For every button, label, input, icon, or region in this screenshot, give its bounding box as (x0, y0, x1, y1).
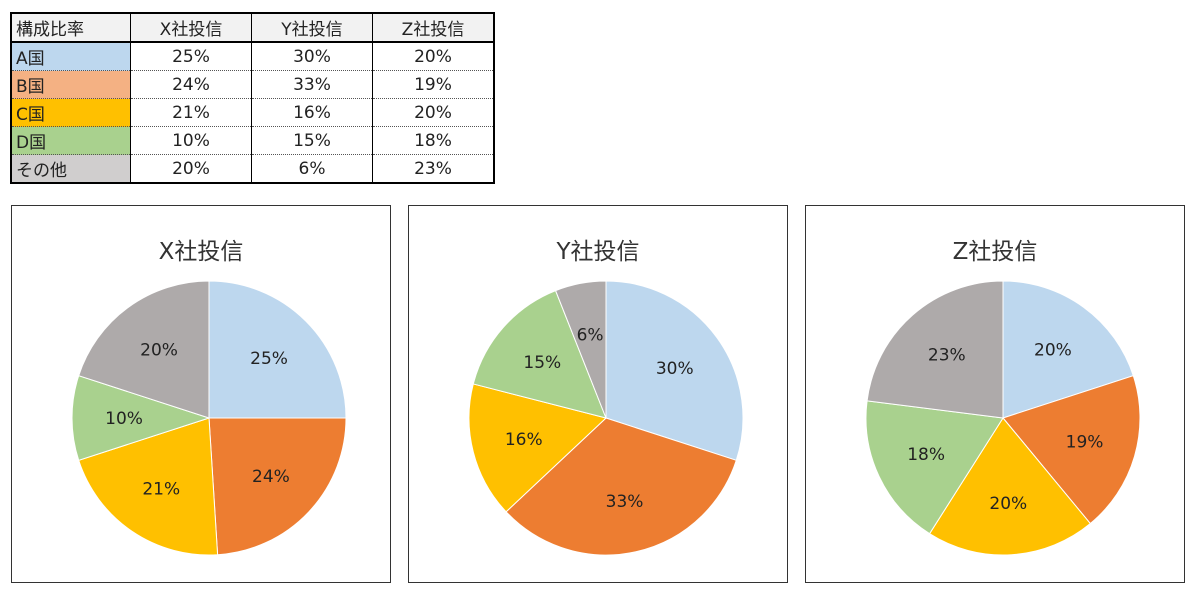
pie-svg-z: 20% 19% 20% 18% 23% (865, 280, 1141, 556)
pie-chart-y: Y社投信 30% 33% 16% 15% 6% (408, 205, 788, 583)
table-row: B国 24% 33% 19% (11, 70, 494, 99)
row-label-cell: B国 (11, 70, 131, 99)
table-cell: 20% (130, 154, 252, 183)
data-label: 10% (105, 409, 143, 429)
table-header-cell: 構成比率 (11, 13, 131, 43)
table-header-row: 構成比率 X社投信 Y社投信 Z社投信 (11, 13, 494, 43)
data-label: 6% (577, 326, 604, 346)
pie-chart-z: Z社投信 20% 19% 20% 18% 23% (805, 205, 1185, 583)
pie-slice (505, 417, 737, 556)
table-cell: 18% (372, 126, 494, 155)
data-label: 25% (250, 349, 288, 369)
composition-table: 構成比率 X社投信 Y社投信 Z社投信 A国 25% 30% 20% B国 24… (10, 12, 495, 184)
pie-slice (78, 280, 210, 419)
data-label: 20% (140, 340, 178, 360)
table-cell: 24% (130, 70, 252, 99)
row-label-cell: その他 (11, 154, 131, 183)
table-row: その他 20% 6% 23% (11, 154, 494, 183)
table-cell: 10% (130, 126, 252, 155)
data-label: 18% (907, 445, 945, 465)
pie-svg-y: 30% 33% 16% 15% 6% (468, 280, 744, 556)
table-cell: 30% (251, 42, 373, 71)
pie-slice (208, 417, 347, 556)
data-label: 33% (606, 492, 644, 512)
pie-slice (605, 280, 744, 461)
data-label: 21% (142, 479, 180, 499)
data-label: 23% (928, 345, 966, 365)
pie-slice (554, 280, 607, 419)
pie-slice (1002, 375, 1141, 525)
pie-slice (468, 383, 608, 513)
table-cell: 25% (130, 42, 252, 71)
pie-slice (71, 375, 211, 461)
table-cell: 20% (372, 42, 494, 71)
table-header-cell: Y社投信 (251, 13, 373, 43)
pie-slice (472, 289, 607, 419)
table-row: A国 25% 30% 20% (11, 42, 494, 71)
row-label-cell: D国 (11, 126, 131, 155)
data-label: 30% (656, 359, 694, 379)
data-label: 24% (252, 467, 290, 487)
pie-svg-x: 25% 24% 21% 10% 20% (71, 280, 347, 556)
pie-slice (928, 417, 1092, 556)
table-cell: 16% (251, 98, 373, 127)
row-label-cell: A国 (11, 42, 131, 71)
table-cell: 19% (372, 70, 494, 99)
table-header-cell: Z社投信 (372, 13, 494, 43)
table-cell: 15% (251, 126, 373, 155)
data-label: 16% (505, 430, 543, 450)
table-cell: 6% (251, 154, 373, 183)
pie-slice (208, 280, 347, 419)
table-header-cell: X社投信 (130, 13, 252, 43)
table-row: D国 10% 15% 18% (11, 126, 494, 155)
pie-chart-x: X社投信 25% 24% 21% 10% 20% (11, 205, 391, 583)
data-label: 19% (1066, 433, 1104, 453)
data-label: 15% (523, 353, 561, 373)
table-cell: 21% (130, 98, 252, 127)
table-cell: 20% (372, 98, 494, 127)
chart-title: X社投信 (158, 239, 244, 265)
row-label-cell: C国 (11, 98, 131, 127)
data-label: 20% (1034, 340, 1072, 360)
chart-title: Z社投信 (952, 239, 1038, 265)
table-cell: 23% (414, 158, 452, 179)
pie-slice (1002, 280, 1134, 419)
pie-slice (78, 417, 219, 556)
data-label: 20% (989, 494, 1027, 514)
pie-slice (865, 400, 1004, 535)
pie-slice (866, 280, 1004, 419)
table-row: C国 21% 16% 20% (11, 98, 494, 127)
chart-title: Y社投信 (556, 239, 640, 265)
table-cell: 33% (251, 70, 373, 99)
